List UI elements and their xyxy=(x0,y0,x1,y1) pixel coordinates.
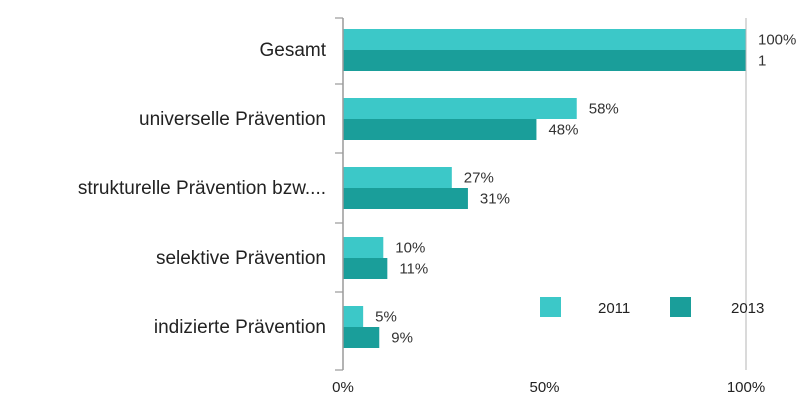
data-labels: 100% 1 58% 48% 27% 31% 10% 11% 5% 9% xyxy=(375,32,796,347)
bar-2011-5 xyxy=(343,306,364,327)
data-label-2011-1: 100% xyxy=(758,32,796,49)
bar-2013-2 xyxy=(343,119,537,140)
bar-2013-1 xyxy=(343,50,746,71)
x-tick-labels: 0% 50% 100% xyxy=(332,379,765,396)
legend-swatch-2011 xyxy=(540,297,561,317)
category-label-5: indizierte Prävention xyxy=(154,317,326,338)
category-label-4: selektive Prävention xyxy=(156,248,326,269)
legend-label-2013: 2013 xyxy=(731,300,764,317)
bar-2013-4 xyxy=(343,258,388,279)
x-tick-label-3: 100% xyxy=(727,379,765,396)
data-label-2013-2: 48% xyxy=(548,122,578,139)
category-label-2: universelle Prävention xyxy=(139,109,326,130)
data-label-2011-5: 5% xyxy=(375,309,397,326)
x-tick-label-2: 50% xyxy=(529,379,559,396)
bar-2011-1 xyxy=(343,29,746,50)
legend: 2011 2013 xyxy=(540,297,764,317)
data-label-2013-4: 11% xyxy=(399,261,428,278)
bar-2011-3 xyxy=(343,167,452,188)
legend-swatch-2013 xyxy=(670,297,691,317)
bar-2013-3 xyxy=(343,188,468,209)
category-label-1: Gesamt xyxy=(259,40,326,61)
legend-label-2011: 2011 xyxy=(598,300,630,317)
bar-2011-2 xyxy=(343,98,577,119)
data-label-2011-4: 10% xyxy=(395,240,425,257)
data-label-2013-3: 31% xyxy=(480,191,510,208)
bar-2013-5 xyxy=(343,327,380,348)
data-label-2013-1: 1 xyxy=(758,53,766,70)
data-label-2011-2: 58% xyxy=(589,101,619,118)
data-label-2011-3: 27% xyxy=(464,170,494,187)
category-labels: Gesamt universelle Prävention strukturelle… xyxy=(78,40,327,338)
data-label-2013-5: 9% xyxy=(391,330,413,347)
category-label-3: strukturelle Prävention bzw.... xyxy=(78,178,326,199)
bars-group xyxy=(343,29,746,348)
x-tick-label-1: 0% xyxy=(332,379,354,396)
axes-group xyxy=(335,17,747,371)
bar-2011-4 xyxy=(343,237,384,258)
